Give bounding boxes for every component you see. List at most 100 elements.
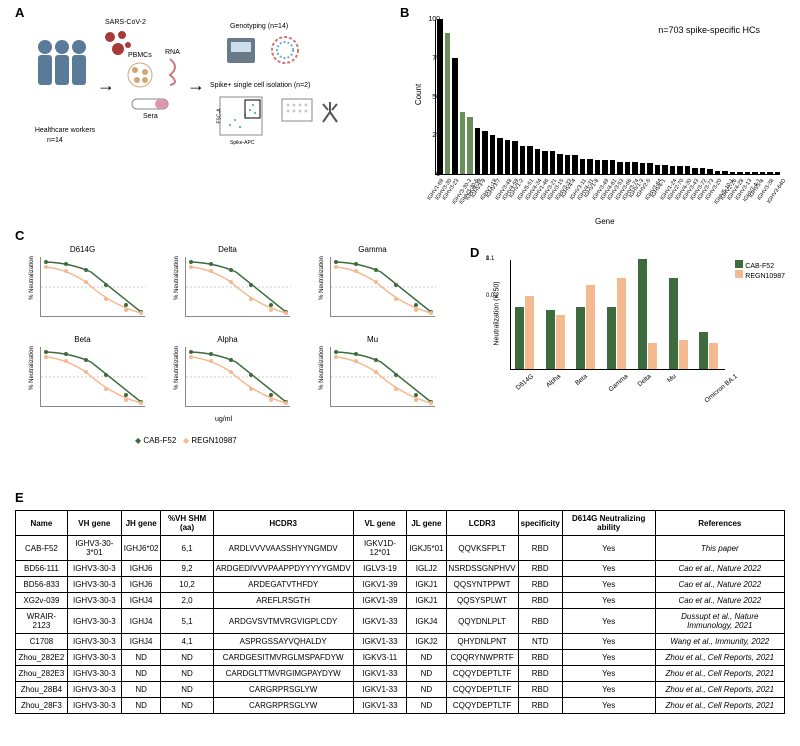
table-row: Zhou_282E2IGHV3-30-3NDNDCARDGESITMVRGLMS… — [16, 650, 785, 666]
panel-a-schematic: Healthcare workers n=14 SARS-CoV-2 → PBM… — [15, 5, 385, 175]
neutralization-subplot: D614G % Neutralization 100 75 50 25 0 0.… — [15, 245, 150, 330]
table-cell: 2,0 — [161, 593, 213, 609]
pbmcs-label: PBMCs — [128, 52, 152, 59]
gene-bar — [707, 169, 713, 174]
ic50-bar-cab — [699, 332, 708, 369]
table-cell: RBD — [518, 609, 562, 634]
ic50-bar-regn — [586, 285, 595, 369]
subplot-title: Alpha — [160, 335, 295, 344]
table-cell: Yes — [562, 609, 655, 634]
ic50-bar-cab — [669, 278, 678, 369]
d-plot-area: 10.10.01D614GAlphaBetaGammaDeltaMuOmicro… — [510, 260, 725, 370]
sera-label: Sera — [143, 113, 158, 120]
gene-bar — [737, 172, 743, 174]
gene-bar — [685, 166, 691, 174]
table-cell: Dussupt et al., Nature Immunology, 2021 — [655, 609, 784, 634]
antibody-icon — [320, 100, 340, 125]
table-cell: Zhou et al., Cell Reports, 2021 — [655, 650, 784, 666]
table-cell: RBD — [518, 593, 562, 609]
gene-bar — [752, 172, 758, 174]
table-cell: ARDGEDIVVVPAAPPDYYYYYGMDV — [213, 561, 353, 577]
gene-bar — [475, 128, 481, 175]
ic50-bar-regn — [648, 343, 657, 369]
panel-d-legend: CAB-F52 REGN10987 — [735, 260, 785, 280]
table-cell: CARGRPRSGLYW — [213, 682, 353, 698]
table-cell: IGHV3-30-3 — [67, 561, 121, 577]
table-cell: ND — [161, 682, 213, 698]
table-row: BD56-833IGHV3-30-3IGHJ610,2ARDEGATVTHFDY… — [16, 577, 785, 593]
table-cell: ARDGVSVTMVRGVIGPLCDY — [213, 609, 353, 634]
table-cell: Zhou et al., Cell Reports, 2021 — [655, 698, 784, 714]
table-cell: IGHJ6*02 — [121, 536, 161, 561]
gene-bar — [587, 159, 593, 175]
table-cell: NTD — [518, 634, 562, 650]
table-cell: Zhou_282E3 — [16, 666, 68, 682]
table-cell: IGKV1-33 — [353, 634, 407, 650]
bar-chart-area: IGHV1-69IGHV3-30IGHV3-23IGHV3-30-3IGHV3-… — [435, 20, 780, 175]
gene-bar — [692, 168, 698, 174]
table-cell: IGKV1-33 — [353, 666, 407, 682]
ic50-bar-regn — [709, 343, 718, 369]
subplot-ylabel: % Neutralization — [174, 256, 180, 300]
rna-icon — [165, 57, 185, 87]
table-cell: Zhou et al., Cell Reports, 2021 — [655, 682, 784, 698]
table-header: References — [655, 511, 784, 536]
table-cell: ND — [121, 650, 161, 666]
fsc-label: FSC-A — [217, 109, 223, 124]
table-cell: Yes — [562, 698, 655, 714]
table-cell: Yes — [562, 561, 655, 577]
antibody-table: NameVH geneJH gene%VH SHM (aa)HCDR3VL ge… — [15, 510, 785, 714]
table-cell: RBD — [518, 666, 562, 682]
neutralization-subplot: Beta % Neutralization 100 75 50 25 0 0.1… — [15, 335, 150, 420]
table-cell: C1708 — [16, 634, 68, 650]
table-cell: Yes — [562, 536, 655, 561]
d-ylabel: Neutralization (IC50) — [494, 281, 501, 345]
table-cell: Cao et al., Nature 2022 — [655, 593, 784, 609]
legend-regn: REGN10987 — [191, 436, 236, 445]
table-cell: QQYDNLPLT — [446, 609, 518, 634]
table-header: JL gene — [407, 511, 446, 536]
arrow-1-icon: → — [97, 75, 115, 96]
table-cell: Yes — [562, 682, 655, 698]
table-row: CAB-F52IGHV3-30-3*01IGHJ6*026,1ARDLVVVVA… — [16, 536, 785, 561]
gene-bar — [670, 166, 676, 174]
gene-bar — [445, 33, 451, 174]
table-cell: Yes — [562, 593, 655, 609]
table-cell: ARDLVVVVAASSHYYNGMDV — [213, 536, 353, 561]
genotyping-label: Genotyping (n=14) — [230, 23, 288, 30]
table-header: HCDR3 — [213, 511, 353, 536]
subplot-title: Delta — [160, 245, 295, 254]
table-cell: IGKJ1 — [407, 593, 446, 609]
d-xlabel: Omicron BA.1 — [704, 373, 740, 404]
subplot-ylabel: % Neutralization — [174, 346, 180, 390]
table-cell: CARDGLTTMVRGIMGPAYDYW — [213, 666, 353, 682]
table-cell: AREFLRSGTH — [213, 593, 353, 609]
table-cell: IGKJ2 — [407, 634, 446, 650]
table-cell: 5,1 — [161, 609, 213, 634]
table-row: Zhou_28B4IGHV3-30-3NDNDCARGRPRSGLYWIGKV1… — [16, 682, 785, 698]
table-cell: IGKV1-33 — [353, 682, 407, 698]
d-xlabel: D614G — [515, 373, 535, 392]
table-cell: IGHJ6 — [121, 577, 161, 593]
panel-c-curves: D614G % Neutralization 100 75 50 25 0 0.… — [15, 230, 455, 440]
d-xlabel: Gamma — [608, 373, 630, 393]
table-cell: IGKV1-39 — [353, 577, 407, 593]
table-cell: Yes — [562, 650, 655, 666]
gene-bar — [527, 146, 533, 174]
table-cell: IGHV3-30-3 — [67, 666, 121, 682]
gene-bar — [715, 171, 721, 174]
table-header: LCDR3 — [446, 511, 518, 536]
table-cell: IGKV1-33 — [353, 698, 407, 714]
table-cell: ND — [407, 650, 446, 666]
table-cell: BD56-833 — [16, 577, 68, 593]
gene-bar — [640, 163, 646, 174]
subplot-plot: 100 75 50 25 0 0.1 0.01 0.001 — [40, 257, 145, 317]
rna-label: RNA — [165, 49, 180, 56]
neutralization-subplot: Gamma % Neutralization 100 75 50 25 0 0.… — [305, 245, 440, 330]
table-header: JH gene — [121, 511, 161, 536]
table-header: Name — [16, 511, 68, 536]
table-cell: RBD — [518, 650, 562, 666]
table-header: %VH SHM (aa) — [161, 511, 213, 536]
gene-bar — [775, 172, 781, 174]
gene-bar — [580, 159, 586, 175]
